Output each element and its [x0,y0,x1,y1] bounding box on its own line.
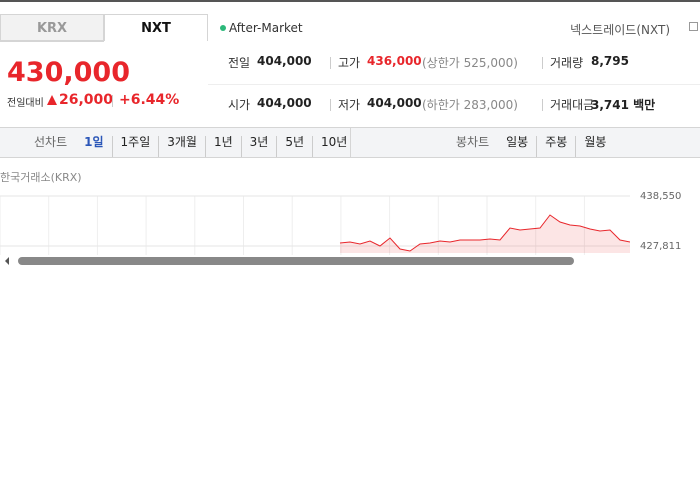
divider [350,128,351,157]
plot [339,214,630,253]
chart-toolbar: 선차트 1일 1주일 3개월 1년 3년 5년 10년 봉차트 일봉 주봉 월봉 [0,127,700,158]
candle-periods: 봉차트 일봉 주봉 월봉 [447,128,614,157]
stat-value: 404,000 [367,96,422,110]
chart-source: 한국거래소(KRX) [0,171,82,184]
stat-value: 8,795 [591,54,629,68]
period-button[interactable]: 1년 [204,136,241,157]
venue: 넥스트레이드(NXT) [570,23,670,37]
line-periods: 선차트 1일 1주일 3개월 1년 3년 5년 10년 [25,128,355,157]
period-button[interactable]: 1주일 [111,136,159,157]
stat-value: 436,000 [367,54,422,68]
session: After-Market [229,21,303,35]
stat-value: 3,741 백만 [591,98,656,112]
stat-label: 거래대금 [550,98,595,112]
tab[interactable]: NXT [104,14,208,41]
period-button[interactable]: 월봉 [575,136,614,157]
help-icon[interactable] [689,22,698,31]
stat-label: 고가 [338,56,361,70]
y-tick-label: 438,550 [640,191,681,202]
price-line [339,214,630,252]
up-arrow [47,95,57,105]
change-pct: +6.44% [119,92,180,108]
period-button[interactable]: 5년 [276,136,312,157]
price-area [340,215,630,253]
stat-value: 404,000 [257,54,312,68]
top-border [0,0,700,2]
change: 26,000 [59,92,114,108]
y-tick-label: 427,811 [640,241,681,252]
scroll-left[interactable] [5,257,9,265]
current-price: 430,000 [7,57,130,88]
separator [330,99,331,111]
period-button[interactable]: 일봉 [506,135,529,149]
mini-chart: 438,550 427,811 [0,191,700,267]
period-button[interactable]: 3년 [240,136,277,157]
chart-type-label: 선차트 [34,135,68,149]
change-label: 전일대비 [7,98,44,109]
stat-note: (상한가 525,000) [422,56,518,70]
period-button[interactable]: 10년 [312,136,355,157]
separator [542,99,543,111]
scroll-thumb[interactable] [18,257,574,265]
stat-value: 404,000 [257,96,312,110]
stat-label: 거래량 [550,56,584,70]
stat-label: 전일 [228,56,251,70]
status-dot [220,25,226,31]
period-button[interactable]: 주봉 [536,136,575,157]
separator [330,57,331,69]
separator [112,95,113,107]
tab-line [0,41,104,42]
stat-note: (하한가 283,000) [422,98,518,112]
stat-label: 시가 [228,98,251,112]
stat-label: 저가 [338,98,361,112]
row-divider [208,84,700,85]
separator [542,57,543,69]
chart-type-label: 봉차트 [456,135,490,149]
period-button[interactable]: 1일 [84,135,104,149]
period-button[interactable]: 3개월 [158,136,205,157]
tab[interactable]: KRX [0,14,104,41]
